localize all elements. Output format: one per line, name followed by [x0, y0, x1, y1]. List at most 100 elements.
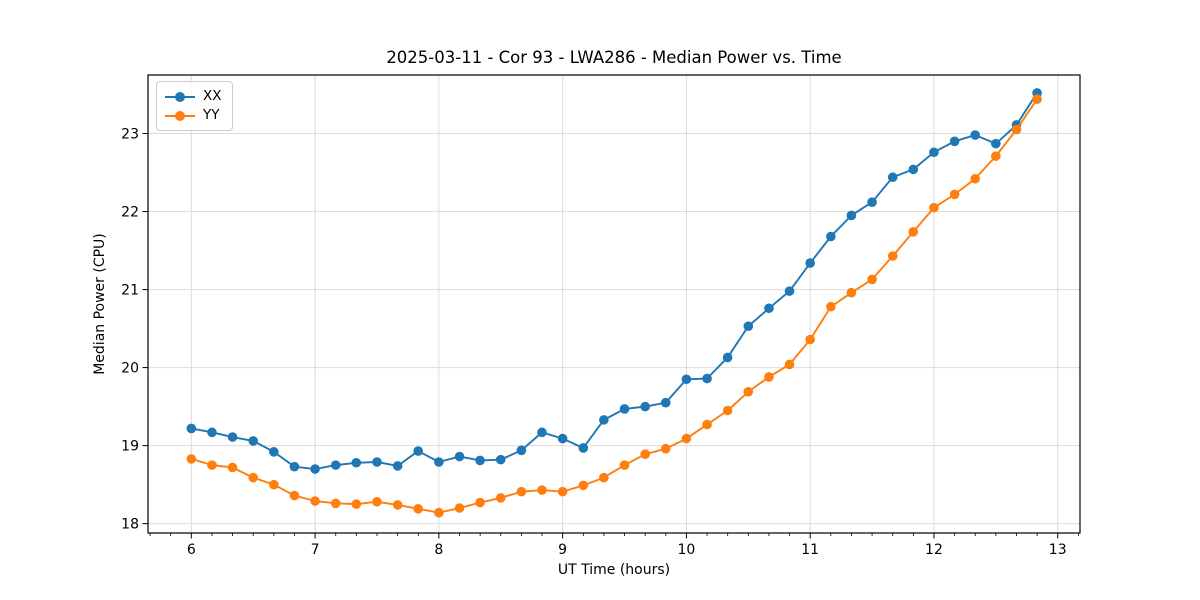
data-point-xx	[867, 197, 877, 207]
legend-entry-yy: YY	[165, 106, 222, 125]
data-point-xx	[372, 457, 382, 467]
data-point-yy	[372, 496, 382, 507]
data-point-yy	[929, 202, 939, 213]
x-tick-label: 11	[801, 542, 819, 558]
data-point-xx	[207, 427, 217, 438]
y-tick-label: 19	[121, 439, 139, 455]
data-point-xx	[660, 397, 671, 408]
data-point-yy	[578, 480, 589, 491]
data-point-xx	[743, 321, 754, 332]
data-point-yy	[454, 503, 465, 513]
data-point-xx	[805, 258, 815, 268]
data-point-yy	[681, 433, 692, 444]
data-point-xx	[764, 303, 774, 314]
data-point-yy	[557, 486, 568, 497]
data-point-xx	[330, 460, 341, 470]
data-point-xx	[186, 423, 197, 434]
y-tick-label: 21	[121, 283, 139, 299]
data-point-yy	[413, 504, 423, 514]
data-point-yy	[991, 151, 1001, 161]
data-point-yy	[351, 499, 362, 509]
data-point-yy	[640, 449, 650, 459]
y-axis-label: Median Power (CPU)	[92, 233, 108, 375]
data-point-xx	[269, 447, 279, 457]
data-point-xx	[846, 210, 857, 221]
x-tick-label: 7	[311, 542, 320, 558]
data-point-xx	[929, 147, 939, 158]
data-point-yy	[970, 173, 980, 184]
data-point-yy	[227, 462, 238, 473]
data-point-xx	[908, 164, 919, 175]
series-line-xx	[191, 92, 1038, 470]
data-point-yy	[434, 507, 444, 518]
x-tick-label: 6	[187, 542, 196, 558]
data-point-yy	[599, 472, 609, 483]
legend-entry-xx: XX	[165, 87, 222, 106]
data-point-yy	[186, 454, 197, 464]
data-point-xx	[702, 373, 712, 384]
data-point-yy	[495, 493, 506, 503]
x-tick-label: 13	[1049, 542, 1067, 558]
data-point-xx	[681, 374, 692, 385]
data-point-xx	[619, 404, 630, 414]
data-point-xx	[949, 136, 960, 147]
data-point-xx	[826, 231, 836, 242]
data-point-yy	[248, 472, 259, 483]
data-point-xx	[475, 455, 485, 466]
y-tick-label: 20	[121, 361, 139, 377]
data-point-yy	[475, 497, 485, 508]
data-point-yy	[289, 490, 300, 501]
data-point-yy	[702, 419, 712, 430]
legend: XX YY	[156, 81, 233, 131]
data-point-yy	[764, 372, 774, 382]
data-point-yy	[537, 485, 547, 495]
y-tick-label: 22	[121, 205, 139, 221]
data-point-yy	[887, 251, 898, 261]
x-tick-label: 12	[925, 542, 943, 558]
y-tick-label: 23	[121, 127, 139, 143]
x-axis-label: UT Time (hours)	[557, 562, 671, 578]
data-point-xx	[392, 461, 403, 471]
data-point-xx	[970, 130, 980, 140]
data-point-yy	[908, 227, 919, 237]
data-point-yy	[743, 386, 754, 397]
data-point-yy	[310, 496, 320, 506]
data-point-xx	[434, 457, 444, 467]
data-point-xx	[413, 446, 423, 456]
data-point-yy	[867, 274, 877, 285]
data-point-xx	[351, 457, 362, 468]
data-point-yy	[722, 405, 733, 416]
series-line-yy	[191, 98, 1038, 514]
legend-marker-xx-icon	[165, 91, 195, 103]
data-point-yy	[949, 189, 960, 200]
data-point-xx	[722, 352, 733, 363]
data-point-xx	[289, 461, 300, 472]
data-point-yy	[330, 498, 341, 509]
data-point-xx	[640, 401, 650, 412]
data-point-xx	[495, 454, 506, 465]
data-point-yy	[516, 486, 527, 497]
data-point-yy	[784, 359, 795, 370]
data-point-yy	[392, 500, 403, 510]
data-point-xx	[784, 286, 795, 296]
data-point-xx	[599, 415, 609, 425]
data-point-xx	[454, 451, 465, 462]
data-point-yy	[660, 443, 671, 454]
data-point-xx	[310, 464, 320, 474]
data-point-xx	[887, 172, 898, 183]
x-tick-label: 10	[677, 542, 695, 558]
data-point-yy	[1011, 124, 1022, 135]
data-point-xx	[537, 427, 547, 438]
legend-label-yy: YY	[203, 106, 220, 123]
data-point-yy	[1032, 94, 1042, 104]
data-point-xx	[557, 433, 568, 444]
data-point-yy	[846, 287, 857, 298]
data-point-yy	[207, 460, 217, 470]
data-point-xx	[991, 138, 1001, 149]
data-point-xx	[227, 432, 238, 442]
chart-title: 2025-03-11 - Cor 93 - LWA286 - Median Po…	[386, 48, 842, 67]
data-point-xx	[516, 445, 527, 456]
data-point-yy	[619, 460, 630, 470]
